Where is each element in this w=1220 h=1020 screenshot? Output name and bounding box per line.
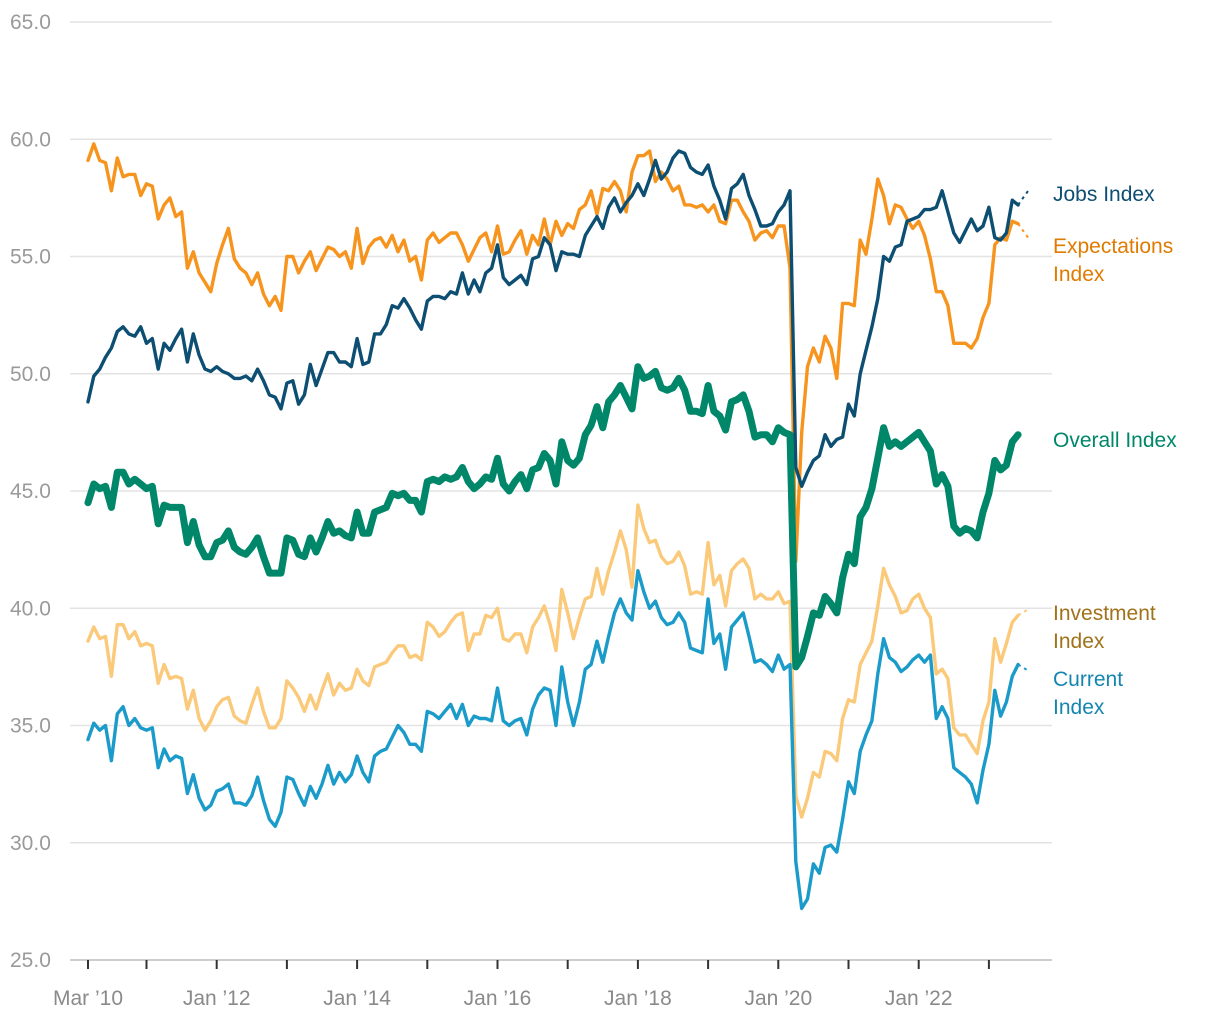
- x-tick-label: Jan ’12: [183, 987, 251, 1010]
- series-label-investment-index: Investment: [1053, 602, 1156, 625]
- x-tick-label: Jan ’14: [323, 987, 391, 1010]
- series-projection-jobs-index: [1017, 187, 1031, 206]
- series-projection-expectations-index: [1017, 223, 1031, 241]
- series-line-current-index: [86, 569, 1020, 911]
- series-label-jobs-index: Jobs Index: [1053, 183, 1155, 206]
- series-projection-investment-index: [1017, 607, 1031, 617]
- series-line-expectations-index: [86, 142, 1020, 564]
- series-line-jobs-index: [86, 149, 1020, 488]
- series-label-expectations-index: Expectations: [1053, 235, 1173, 258]
- y-tick-label: 35.0: [10, 715, 51, 738]
- series-label-current-index: Current: [1053, 668, 1123, 691]
- y-axis: 25.0 30.0 35.0 40.0 45.0 50.0 55.0 60.0 65.0: [10, 11, 51, 972]
- series-projection-current-index: [1017, 663, 1031, 673]
- x-tick-label: Jan ’16: [464, 987, 532, 1010]
- y-tick-label: 30.0: [10, 832, 51, 855]
- y-tick-label: 60.0: [10, 128, 51, 151]
- series-label-current-index: Index: [1053, 696, 1105, 719]
- series-labels: Jobs Index Expectations Index Overall Index…: [1053, 183, 1177, 719]
- x-tick-label: Mar ’10: [53, 987, 123, 1010]
- series-line-investment-index: [86, 503, 1020, 819]
- series-lines: [84, 142, 1031, 911]
- y-tick-label: 45.0: [10, 480, 51, 503]
- gridlines: [70, 21, 1052, 961]
- series-label-investment-index: Index: [1053, 630, 1105, 653]
- y-tick-label: 65.0: [10, 11, 51, 34]
- x-axis: Mar ’10 Jan ’12 Jan ’14 Jan ’16 Jan ’18 Jan ’…: [53, 960, 990, 1010]
- y-tick-label: 25.0: [10, 949, 51, 972]
- y-tick-label: 40.0: [10, 597, 51, 620]
- x-tick-label: Jan ’18: [604, 987, 672, 1010]
- y-tick-label: 50.0: [10, 363, 51, 386]
- y-tick-label: 55.0: [10, 246, 51, 269]
- series-label-overall-index: Overall Index: [1053, 429, 1177, 452]
- series-line-overall-index: [84, 363, 1022, 671]
- series-label-expectations-index: Index: [1053, 263, 1105, 286]
- x-tick-label: Jan ’20: [744, 987, 812, 1010]
- x-tick-label: Jan ’22: [885, 987, 953, 1010]
